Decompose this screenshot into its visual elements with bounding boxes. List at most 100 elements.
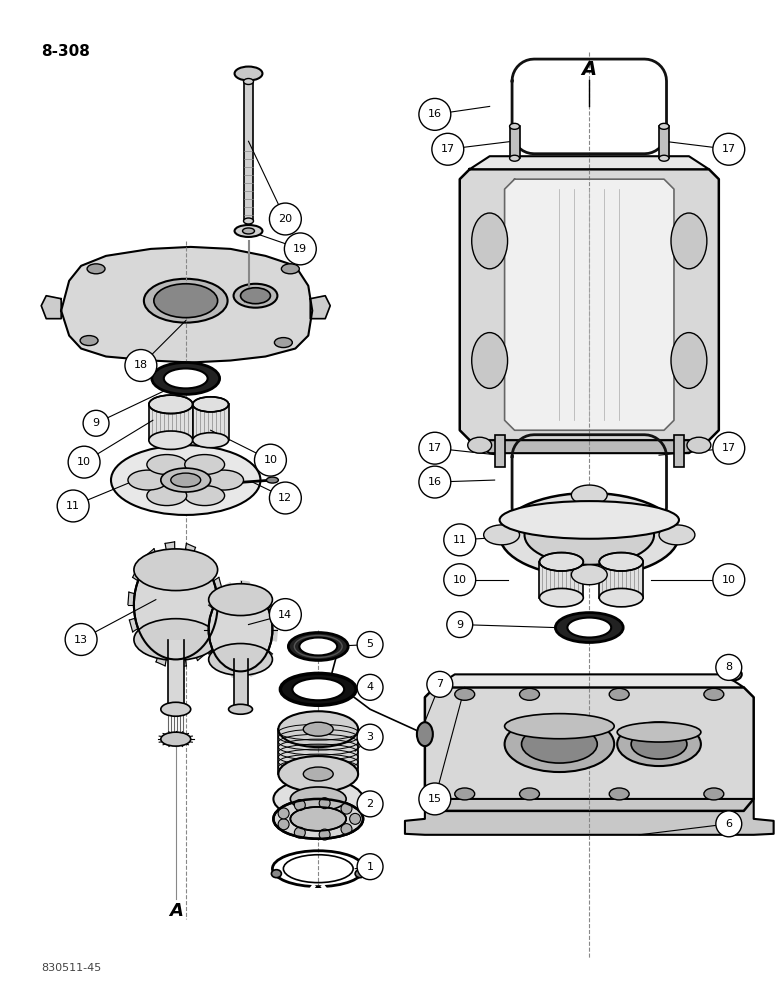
Polygon shape [257,587,266,599]
Ellipse shape [509,155,519,161]
Circle shape [357,724,383,750]
Ellipse shape [280,673,356,705]
Text: 8-308: 8-308 [41,44,90,59]
Ellipse shape [704,688,724,700]
Ellipse shape [208,644,272,675]
Text: 9: 9 [93,418,100,428]
Text: 4: 4 [367,682,374,692]
Text: 10: 10 [452,575,466,585]
Polygon shape [139,640,150,654]
Bar [278,729,358,774]
Bar [233,659,247,709]
Ellipse shape [229,704,253,714]
Circle shape [713,432,745,464]
Text: 19: 19 [293,244,307,254]
Ellipse shape [303,722,333,736]
Polygon shape [205,641,213,654]
Text: 10: 10 [264,455,278,465]
Circle shape [269,203,301,235]
Ellipse shape [659,155,669,161]
Circle shape [427,671,452,697]
Ellipse shape [290,807,346,831]
Ellipse shape [524,505,654,565]
Bar [495,435,505,467]
Polygon shape [505,179,674,430]
Text: 13: 13 [74,635,88,645]
Ellipse shape [111,445,261,515]
Polygon shape [240,581,250,589]
Ellipse shape [208,588,272,671]
Polygon shape [204,618,210,630]
Bar [731,664,737,676]
Circle shape [83,410,109,436]
Ellipse shape [505,716,614,772]
Text: 11: 11 [66,501,80,511]
Ellipse shape [193,397,229,412]
Polygon shape [133,567,143,581]
Ellipse shape [149,395,193,414]
Circle shape [357,632,383,657]
Ellipse shape [154,284,218,318]
Circle shape [713,133,745,165]
Polygon shape [209,628,219,643]
Ellipse shape [500,501,679,539]
Polygon shape [129,618,138,632]
Text: A: A [168,902,183,920]
Ellipse shape [243,79,254,84]
Polygon shape [425,687,753,811]
Circle shape [419,783,451,815]
Ellipse shape [455,688,475,700]
Ellipse shape [609,688,629,700]
Ellipse shape [289,633,348,660]
Ellipse shape [161,732,191,746]
Ellipse shape [567,618,612,638]
Ellipse shape [290,787,346,811]
Ellipse shape [472,213,508,269]
Text: 17: 17 [427,443,442,453]
Ellipse shape [240,288,271,304]
Polygon shape [61,247,312,362]
Ellipse shape [275,338,292,348]
Ellipse shape [144,279,228,323]
Circle shape [285,233,316,265]
Circle shape [419,432,451,464]
Ellipse shape [417,722,433,746]
Ellipse shape [659,525,695,545]
Ellipse shape [185,486,225,506]
Polygon shape [405,799,774,835]
Circle shape [278,808,289,819]
Polygon shape [128,592,135,605]
Circle shape [68,446,100,478]
Text: 14: 14 [278,610,292,620]
Ellipse shape [278,711,358,747]
Text: 20: 20 [278,214,292,224]
Text: 16: 16 [428,109,441,119]
Ellipse shape [147,455,186,475]
Text: 8: 8 [725,662,732,672]
Polygon shape [177,658,186,667]
Polygon shape [250,666,259,676]
Ellipse shape [455,788,475,800]
Circle shape [357,674,383,700]
Ellipse shape [161,468,211,492]
Ellipse shape [193,433,229,448]
Circle shape [357,854,383,880]
Polygon shape [232,670,240,678]
Text: 5: 5 [367,639,374,649]
Ellipse shape [572,485,607,505]
Ellipse shape [161,702,191,716]
Ellipse shape [540,588,583,607]
Polygon shape [310,296,330,319]
Text: 1: 1 [367,862,374,872]
Ellipse shape [274,779,363,819]
Text: 3: 3 [367,732,374,742]
Polygon shape [271,630,278,641]
Ellipse shape [617,722,701,766]
Polygon shape [215,660,225,672]
Circle shape [419,466,451,498]
Bar [674,435,684,467]
Ellipse shape [500,493,679,577]
Circle shape [278,819,289,830]
Text: 9: 9 [456,620,463,630]
Polygon shape [268,605,276,618]
